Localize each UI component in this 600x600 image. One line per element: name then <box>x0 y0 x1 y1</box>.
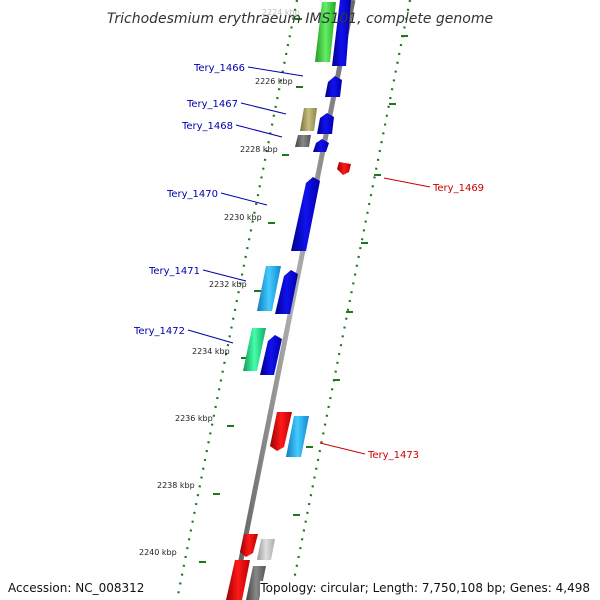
gene-tery-1468[interactable] <box>317 113 334 134</box>
gene-label-tery-1468[interactable]: Tery_1468 <box>181 121 233 132</box>
gene-tery-1467[interactable] <box>300 108 317 131</box>
gene-feature[interactable] <box>246 566 266 600</box>
gene-feature[interactable] <box>313 139 329 152</box>
gene-label-tery-1471[interactable]: Tery_1471 <box>148 266 200 277</box>
gene-feature[interactable] <box>226 560 250 600</box>
gene-tery-1469[interactable] <box>337 162 351 175</box>
gene-feature[interactable] <box>295 135 311 147</box>
gene-feature[interactable] <box>332 0 351 66</box>
genome-backbone <box>230 0 356 600</box>
kbp-tick-label: 2234 kbp <box>192 347 230 356</box>
kbp-tick-label: 2236 kbp <box>175 414 213 423</box>
accession-text: Accession: NC_008312 <box>8 581 145 595</box>
reverse-genes <box>226 162 351 600</box>
kbp-tick-label: 2232 kbp <box>209 280 247 289</box>
kbp-tick-label: 2228 kbp <box>240 145 278 154</box>
forward-genes <box>243 0 351 375</box>
kbp-tick-label: 2238 kbp <box>157 481 195 490</box>
gene-tery-1473[interactable] <box>286 416 309 457</box>
gene-label-tery-1466[interactable]: Tery_1466 <box>193 63 245 74</box>
outer-dotted-track <box>288 0 412 600</box>
kbp-tick-label: 2240 kbp <box>139 548 177 557</box>
gene-feature[interactable] <box>270 412 292 451</box>
gene-label-tery-1472[interactable]: Tery_1472 <box>133 326 185 337</box>
gene-label-tery-1470[interactable]: Tery_1470 <box>166 189 218 200</box>
gene-label-tery-1467[interactable]: Tery_1467 <box>186 99 238 110</box>
gene-feature[interactable] <box>257 539 275 560</box>
map-title: Trichodesmium erythraeum IMS101, complet… <box>107 11 493 27</box>
topology-text: Topology: circular; Length: 7,750,108 bp… <box>260 581 590 595</box>
gene-feature[interactable] <box>260 335 282 375</box>
label-leader-lines <box>187 66 431 455</box>
gene-labels: Tery_1466 Tery_1467 Tery_1468 Tery_1470 … <box>133 63 484 461</box>
gene-tery-1471[interactable] <box>257 266 281 311</box>
gene-label-tery-1469[interactable]: Tery_1469 <box>432 183 484 194</box>
outer-track-ticks <box>293 35 408 516</box>
kbp-tick-label: 2226 kbp <box>255 77 293 86</box>
gene-feature[interactable] <box>240 534 258 557</box>
gene-label-tery-1473[interactable]: Tery_1473 <box>367 450 419 461</box>
kbp-tick-labels: 2224 kbp 2226 kbp 2228 kbp 2230 kbp 2232… <box>139 8 300 557</box>
gene-feature[interactable] <box>315 2 336 62</box>
gene-tery-1472[interactable] <box>243 328 266 371</box>
kbp-tick-label: 2224 kbp <box>262 8 300 17</box>
inner-track-ticks <box>199 18 303 563</box>
gene-tery-1466[interactable] <box>325 76 342 97</box>
gene-tery-1470[interactable] <box>291 177 320 251</box>
kbp-tick-label: 2230 kbp <box>224 213 262 222</box>
gene-feature[interactable] <box>275 270 298 314</box>
